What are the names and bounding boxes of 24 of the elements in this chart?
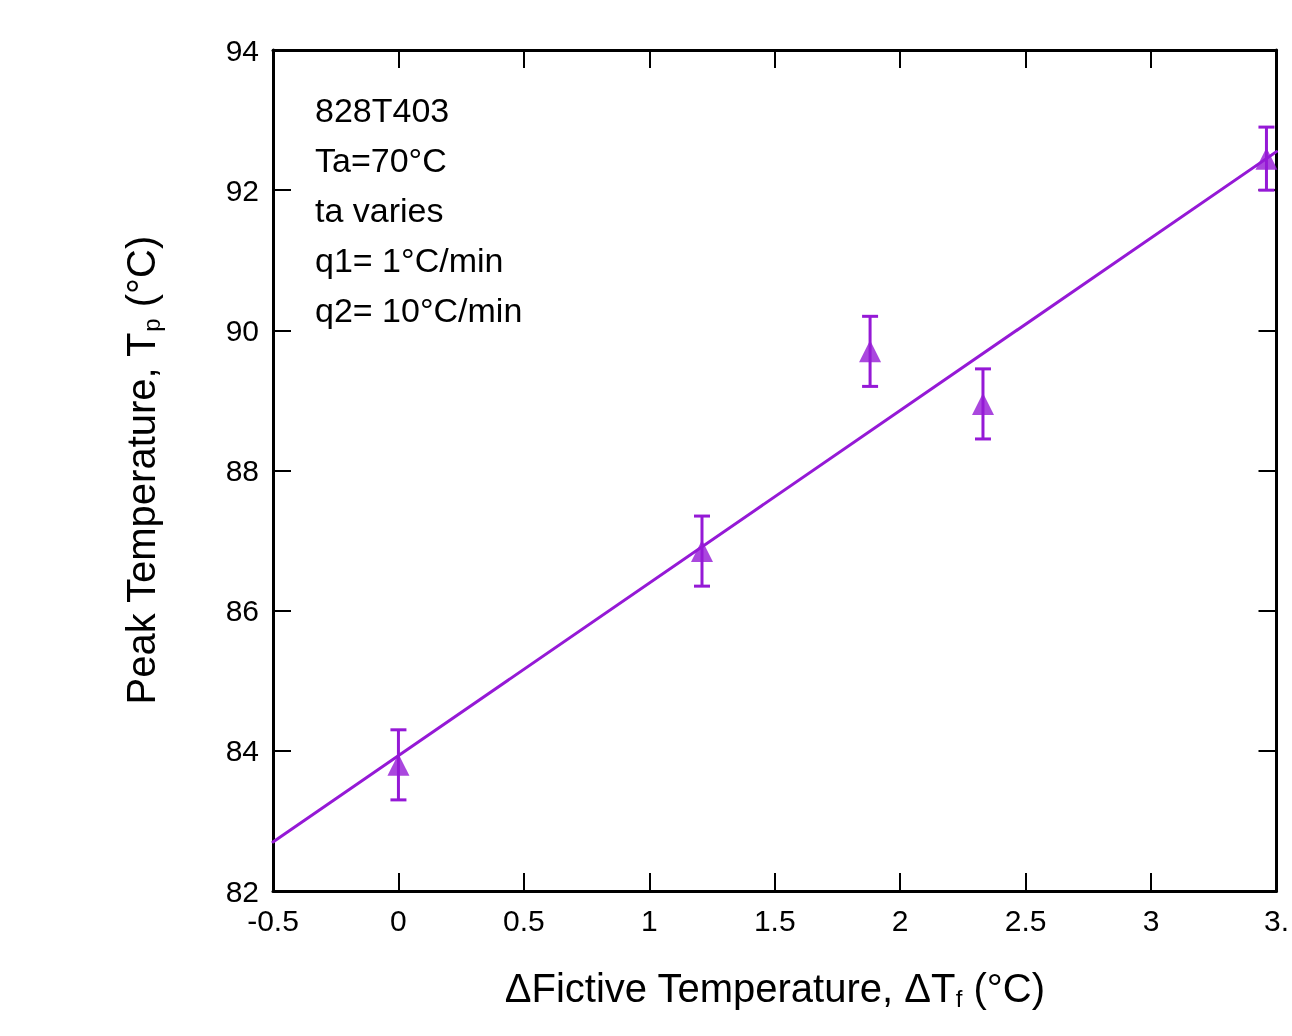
x-tick-label: 1.5 [753,903,796,937]
x-tick-label: 1 [640,903,658,937]
annotation: 828T403 [315,91,450,129]
point [971,392,994,415]
x-tick-label: 3. [1263,903,1290,937]
x-tick-label: 0.5 [503,903,545,937]
annotation: ta varies [315,191,444,229]
y-axis-title: Peak Temperature, Tp (°C) [119,235,165,705]
x-tick-label: 2 [891,903,909,937]
y-tick-label: 90 [225,313,259,347]
y-tick-label: 94 [225,33,259,67]
y-tick-label: 88 [225,454,259,487]
x-tick-label: 3 [1142,903,1160,937]
annotation: q2= 10°C/min [315,291,523,329]
point [690,540,713,563]
y-tick-label: 86 [225,594,259,628]
point [1255,147,1278,170]
x-tick-label: 0 [390,903,407,937]
y-tick-label: 84 [225,734,259,768]
annotation: Ta=70°C [315,141,447,179]
annotation: q1= 1°C/min [315,241,504,279]
point [859,340,882,363]
x-tick-label: 2.5 [1004,903,1047,937]
y-tick-label: 92 [225,173,259,207]
